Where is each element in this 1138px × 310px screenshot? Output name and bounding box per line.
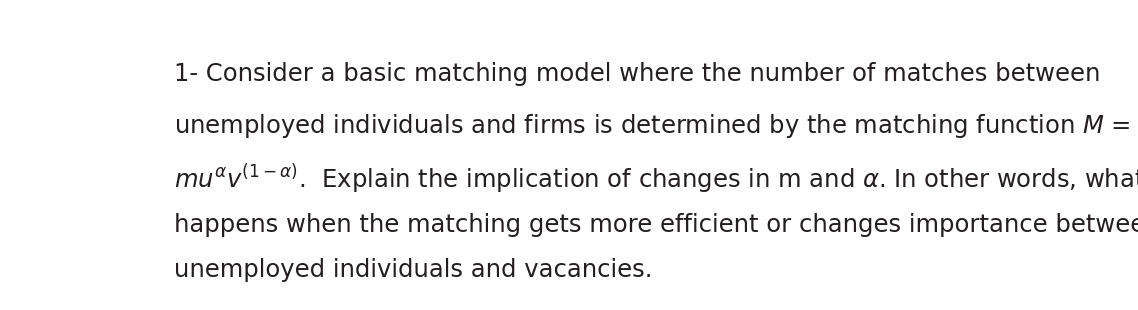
Text: 1- Consider a basic matching model where the number of matches between: 1- Consider a basic matching model where… [174,62,1100,86]
Text: unemployed individuals and vacancies.: unemployed individuals and vacancies. [174,258,652,282]
Text: $mu^{\alpha}v^{(1-\alpha)}$.  Explain the implication of changes in m and $\alph: $mu^{\alpha}v^{(1-\alpha)}$. Explain the… [174,162,1138,196]
Text: happens when the matching gets more efficient or changes importance between: happens when the matching gets more effi… [174,213,1138,237]
Text: unemployed individuals and firms is determined by the matching function $M$ =: unemployed individuals and firms is dete… [174,113,1131,140]
